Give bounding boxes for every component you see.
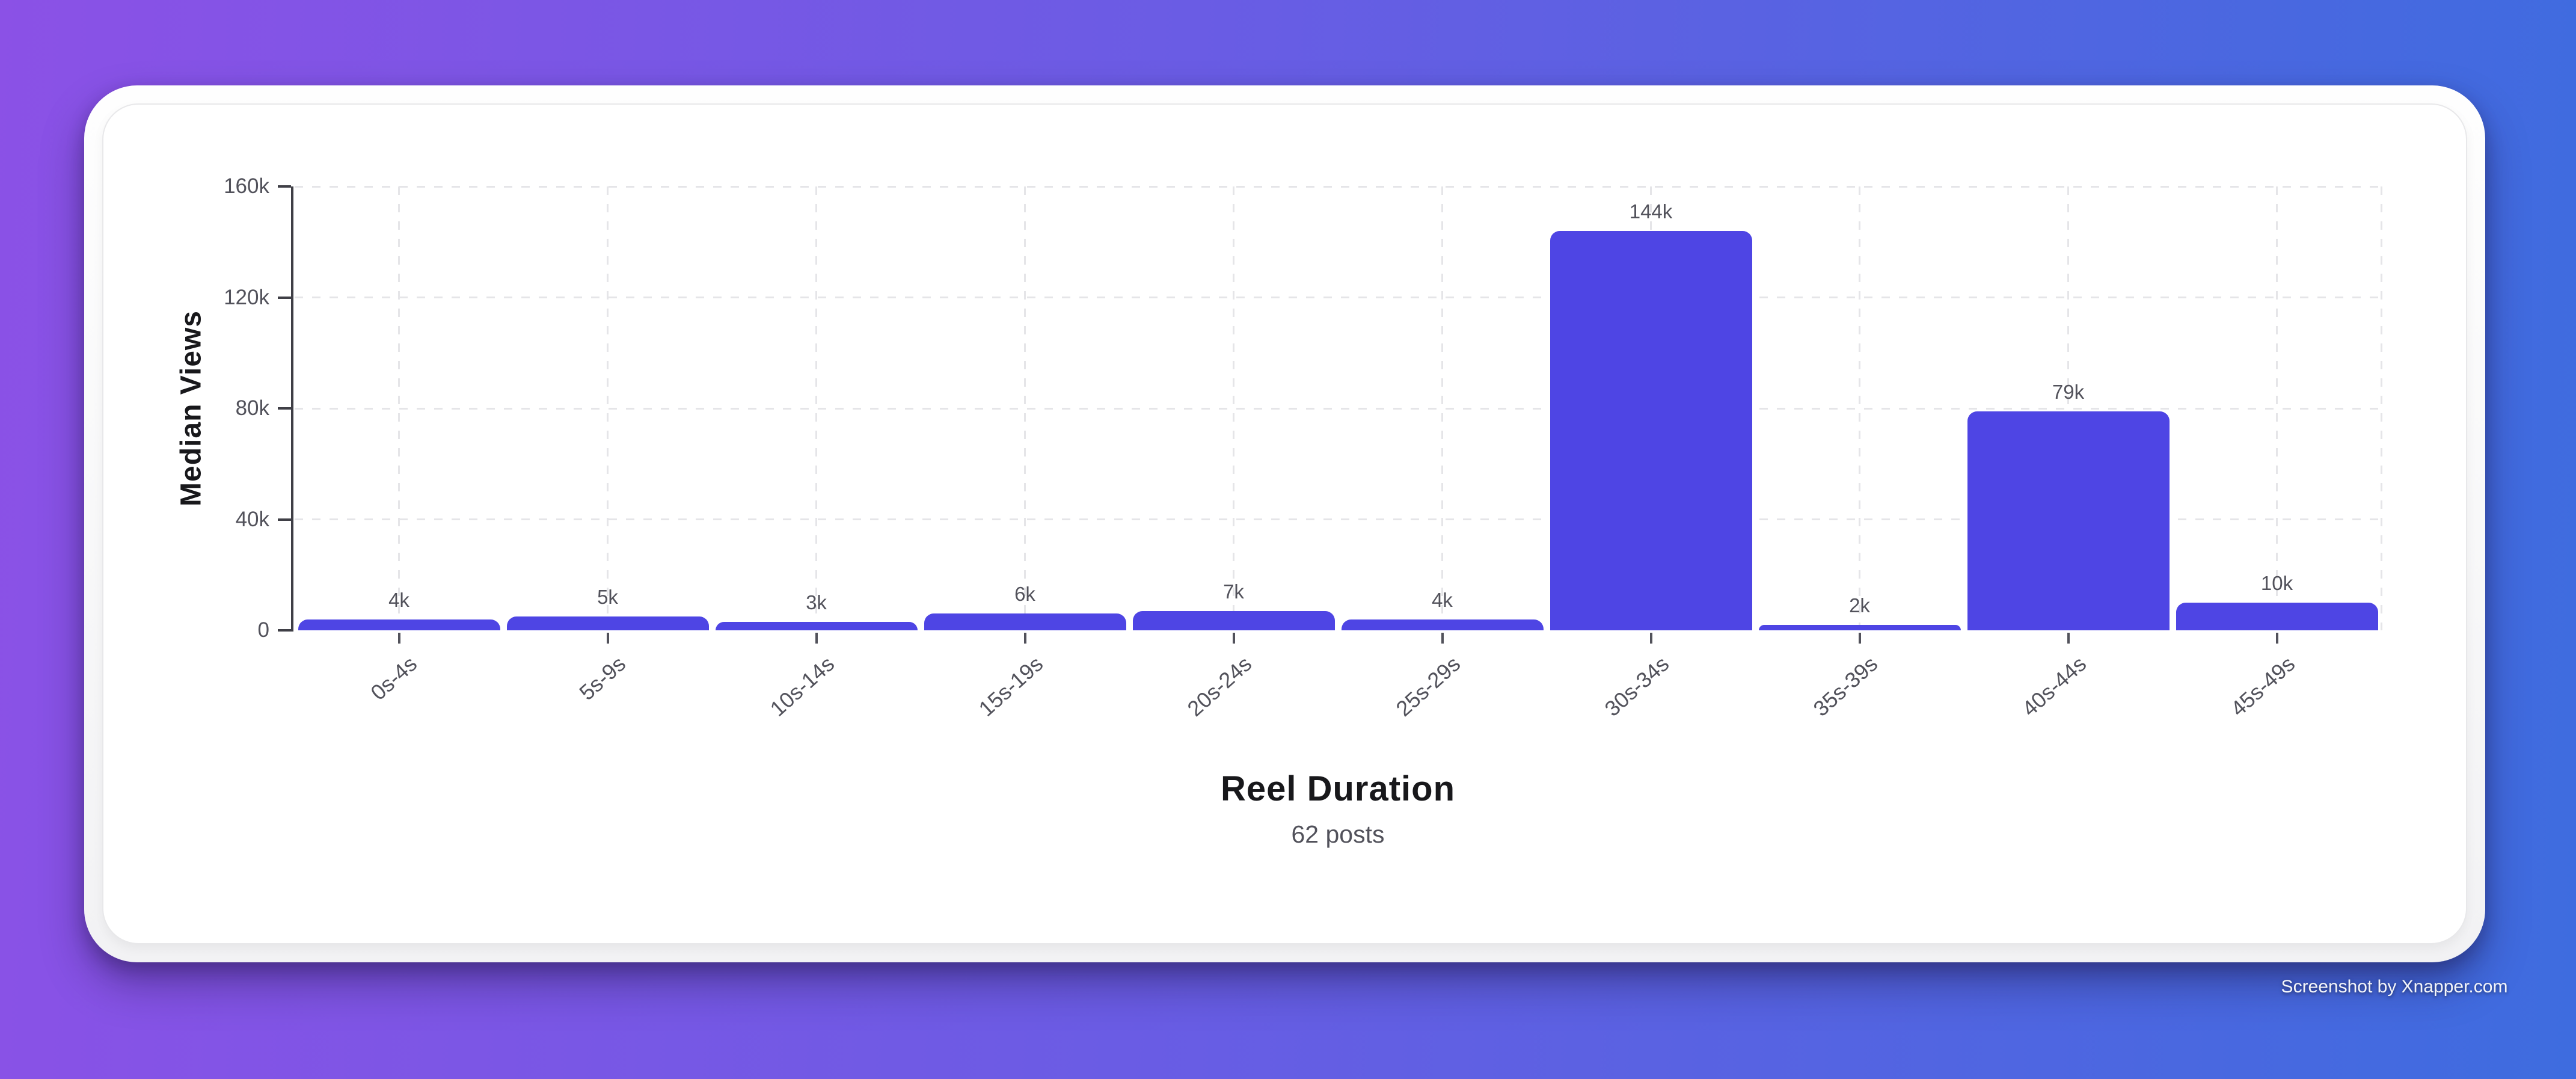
- x-tick-label: 45s-49s: [2225, 651, 2300, 721]
- bar-15s-19s: [924, 613, 1126, 630]
- y-gridline: [295, 407, 2381, 410]
- bar-value-label: 4k: [388, 588, 409, 611]
- x-axis-tick: [397, 633, 400, 644]
- bar-25s-29s: [1341, 619, 1544, 630]
- x-tick-label: 10s-14s: [765, 651, 839, 721]
- x-tick-label: 20s-24s: [1182, 651, 1257, 721]
- y-axis-title: Median Views: [175, 310, 207, 506]
- y-axis-tick: [278, 629, 291, 632]
- y-gridline: [295, 297, 2381, 298]
- x-gridline: [2067, 186, 2069, 630]
- y-tick-label: 0: [257, 618, 269, 642]
- watermark-text: Screenshot by Xnapper.com: [2281, 977, 2508, 997]
- x-tick-label: 30s-34s: [1599, 651, 1674, 721]
- bar-value-label: 4k: [1432, 588, 1453, 611]
- y-axis-tick: [278, 296, 291, 299]
- bar-value-label: 79k: [2052, 380, 2085, 403]
- x-axis-tick: [1441, 633, 1444, 644]
- bar-0s-4s: [298, 619, 500, 630]
- chart-subtitle: 62 posts: [1291, 820, 1385, 848]
- bar-45s-49s: [2176, 602, 2378, 630]
- x-tick-label: 15s-19s: [974, 651, 1048, 721]
- y-axis-tick: [278, 518, 291, 521]
- y-gridline: [295, 185, 2381, 188]
- x-tick-label: 5s-9s: [574, 651, 631, 706]
- x-axis-tick: [1232, 633, 1235, 644]
- x-gridline: [815, 186, 817, 630]
- bar-value-label: 2k: [1849, 594, 1870, 616]
- x-tick-label: 0s-4s: [366, 651, 422, 706]
- y-tick-label: 40k: [235, 507, 269, 531]
- chart-title: Reel Duration: [1220, 769, 1456, 808]
- bar-value-label: 5k: [597, 585, 618, 608]
- x-axis-tick: [606, 633, 609, 644]
- x-tick-label: 35s-39s: [1808, 651, 1883, 721]
- y-axis-line: [291, 186, 293, 632]
- y-gridline: [295, 518, 2381, 520]
- x-gridline: [2276, 186, 2278, 630]
- y-tick-label: 120k: [224, 285, 269, 309]
- bar-5s-9s: [506, 616, 709, 630]
- x-axis-tick: [2067, 633, 2070, 644]
- bar-30s-34s: [1550, 230, 1752, 630]
- x-tick-label: 40s-44s: [2017, 651, 2091, 721]
- x-gridline: [1024, 186, 1026, 630]
- bar-35s-39s: [1758, 624, 1961, 630]
- x-gridline: [607, 186, 609, 630]
- x-axis-tick: [815, 633, 818, 644]
- bar-value-label: 144k: [1629, 200, 1673, 223]
- x-gridline: [1859, 186, 1860, 630]
- bar-40s-44s: [1967, 411, 2170, 630]
- x-gridline: [1441, 186, 1443, 630]
- x-gridline: [1233, 186, 1234, 630]
- x-gridline: [398, 186, 400, 630]
- bar-value-label: 6k: [1014, 583, 1035, 606]
- y-tick-label: 160k: [224, 174, 269, 198]
- y-axis-tick: [278, 185, 291, 188]
- bar-10s-14s: [715, 622, 918, 630]
- x-axis-tick: [1649, 633, 1652, 644]
- bar-value-label: 10k: [2260, 571, 2293, 594]
- bar-value-label: 7k: [1223, 580, 1244, 603]
- bar-20s-24s: [1132, 610, 1335, 630]
- y-tick-label: 80k: [235, 396, 269, 420]
- y-axis-tick: [278, 407, 291, 410]
- x-axis-tick: [2275, 633, 2278, 644]
- x-axis-tick: [1023, 633, 1026, 644]
- x-tick-label: 25s-29s: [1391, 651, 1465, 721]
- x-axis-tick: [1858, 633, 1861, 644]
- plot-right-gridline: [2380, 186, 2382, 630]
- bar-value-label: 3k: [806, 591, 827, 614]
